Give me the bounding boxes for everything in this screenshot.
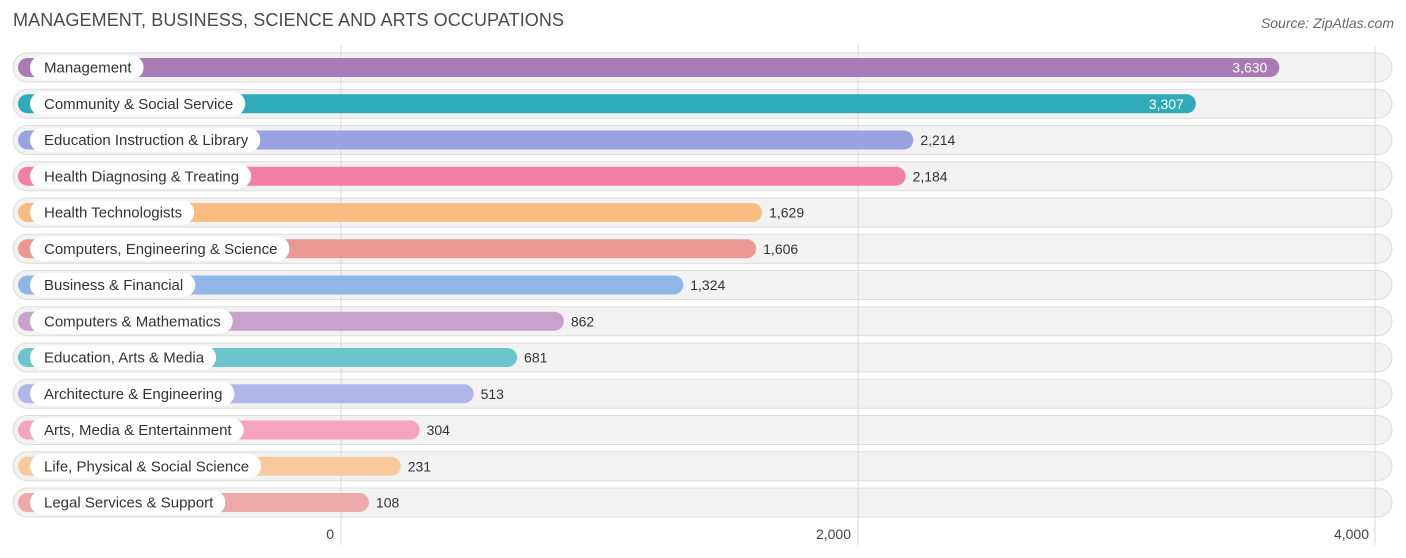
chart-title: MANAGEMENT, BUSINESS, SCIENCE AND ARTS O…	[13, 10, 565, 30]
bar-label: Community & Social Service	[44, 96, 233, 113]
value-label: 2,184	[913, 168, 948, 184]
bar-label-pill	[30, 454, 262, 479]
value-label: 231	[408, 458, 432, 474]
bar-label: Legal Services & Support	[44, 495, 214, 512]
value-label: 3,307	[1149, 96, 1184, 112]
value-label: 304	[427, 422, 451, 438]
bar-label-pill	[30, 490, 226, 515]
bar-label: Architecture & Engineering	[44, 386, 222, 403]
bar-label-pill	[30, 345, 217, 370]
bar-label-pill	[30, 236, 290, 261]
bar-label-pill	[30, 55, 144, 80]
value-label: 1,324	[690, 277, 725, 293]
bar-label: Education Instruction & Library	[44, 132, 249, 149]
bar-label: Computers & Mathematics	[44, 313, 221, 330]
bar-label-pill	[30, 91, 246, 116]
bar-label: Health Diagnosing & Treating	[44, 168, 239, 185]
value-label: 1,629	[769, 205, 804, 221]
bar-label: Management	[44, 60, 132, 77]
value-label: 2,214	[920, 132, 955, 148]
x-tick-label: 4,000	[1334, 526, 1369, 542]
x-tick-label: 0	[326, 526, 334, 542]
bar-label: Computers, Engineering & Science	[44, 241, 277, 258]
bar-label: Health Technologists	[44, 205, 182, 222]
bar-label-pill	[30, 381, 235, 406]
value-label: 3,630	[1232, 60, 1267, 76]
bar-label-pill	[30, 164, 252, 189]
bar-label: Arts, Media & Entertainment	[44, 422, 232, 439]
bar-label: Business & Financial	[44, 277, 183, 294]
bar	[18, 58, 1280, 77]
value-label: 513	[481, 386, 505, 402]
bar-label-pill	[30, 273, 196, 297]
value-label: 108	[376, 495, 400, 511]
bar-label: Education, Arts & Media	[44, 350, 205, 367]
source-label: Source: ZipAtlas.com	[1260, 15, 1394, 31]
bar-label-pill	[30, 200, 195, 225]
value-label: 862	[571, 313, 595, 329]
bar-label-pill	[30, 128, 261, 152]
value-label: 1,606	[763, 241, 798, 257]
bar	[18, 203, 763, 222]
bar-label-pill	[30, 309, 233, 334]
bar-label: Life, Physical & Social Science	[44, 458, 249, 475]
bar	[18, 94, 1196, 114]
bar-label-pill	[30, 418, 244, 442]
value-label: 681	[524, 350, 548, 366]
x-tick-label: 2,000	[816, 526, 851, 542]
